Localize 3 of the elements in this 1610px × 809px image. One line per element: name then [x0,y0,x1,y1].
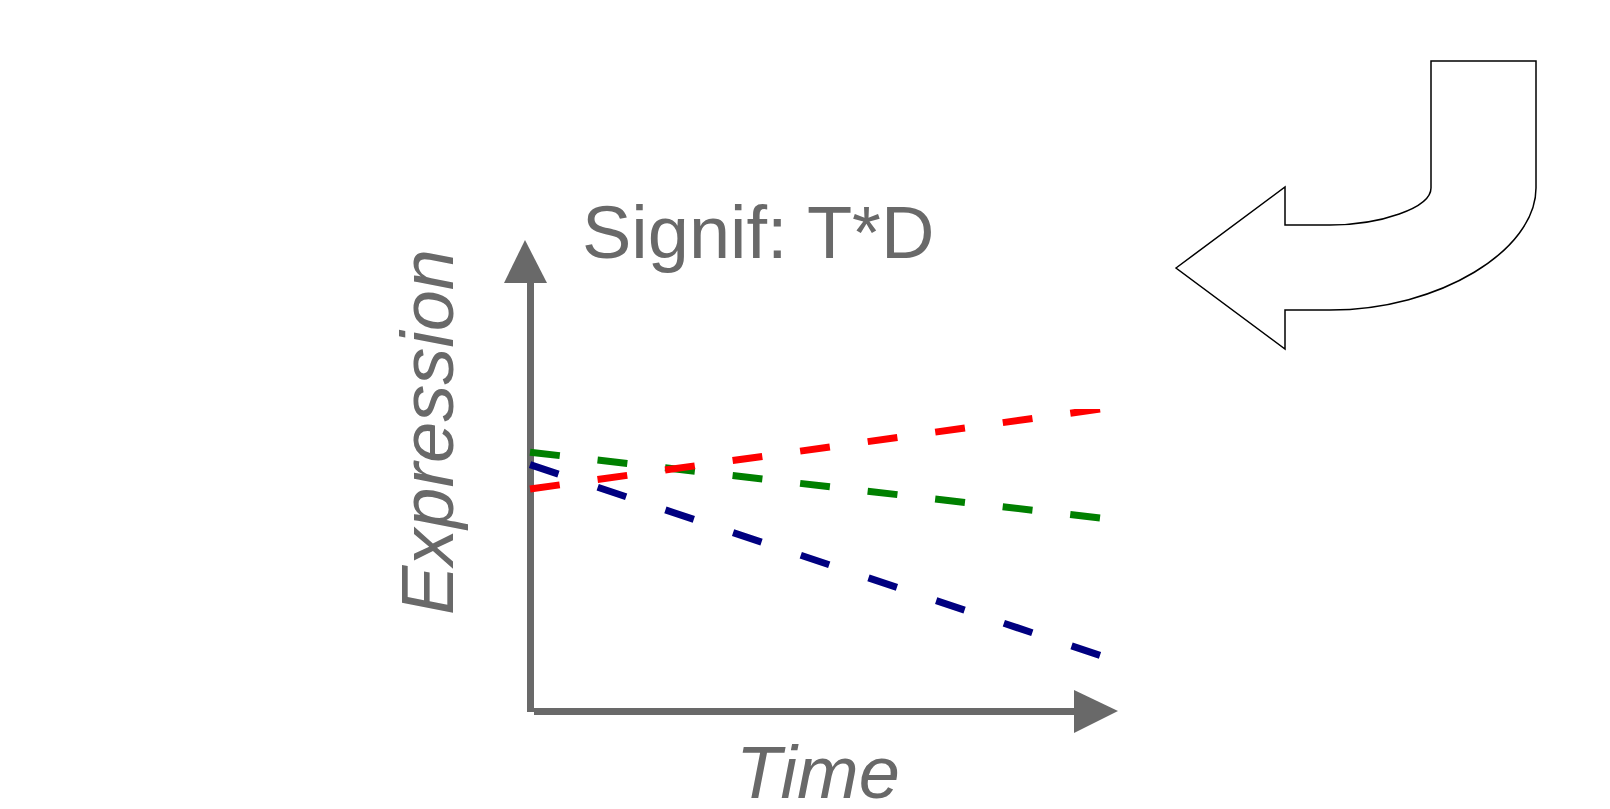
chart-title: Signif: T*D [582,190,935,275]
y-axis-title: Expression [384,248,470,616]
x-axis-title: Time [736,730,900,809]
